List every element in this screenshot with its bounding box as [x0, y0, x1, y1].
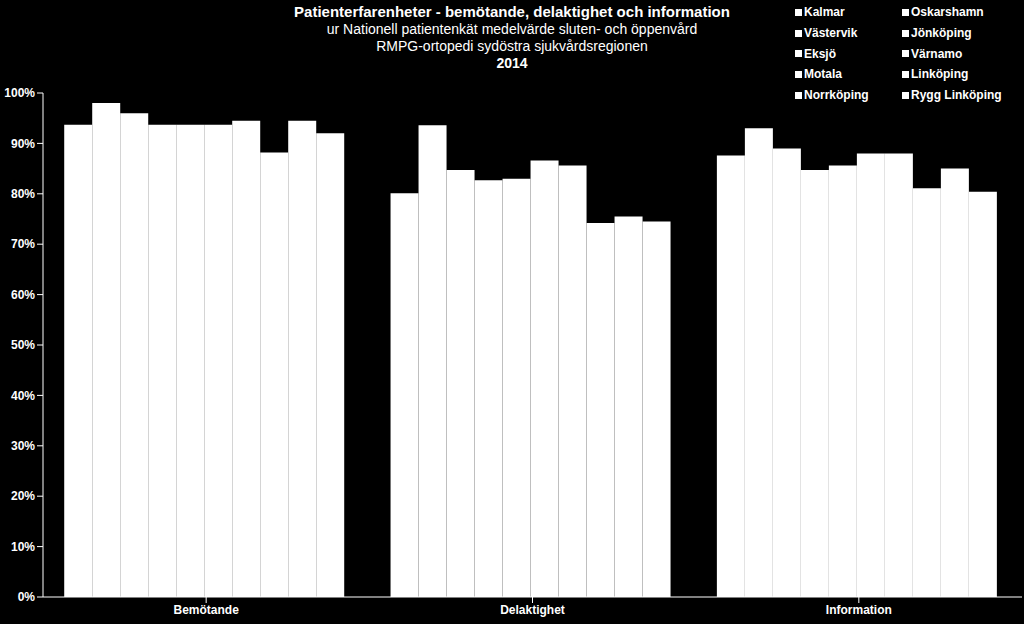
svg-text:Information: Information — [826, 603, 892, 617]
html-text:Eksjö: Eksjö — [804, 46, 836, 61]
svg-text:40%: 40% — [11, 389, 35, 403]
svg-text:60%: 60% — [11, 288, 35, 302]
svg-text:70%: 70% — [11, 237, 35, 251]
html-text:Linköping: Linköping — [911, 67, 969, 82]
html-text:Oskarshamn: Oskarshamn — [911, 5, 984, 20]
html-text:Västervik: Västervik — [804, 26, 858, 40]
svg-text:80%: 80% — [11, 187, 35, 201]
svg-text:20%: 20% — [11, 489, 35, 503]
svg-text:10%: 10% — [11, 540, 35, 554]
html-text:Jönköping: Jönköping — [911, 26, 972, 40]
html-text:Motala: Motala — [804, 67, 842, 82]
html-text:ur Nationell patientenkät mede: ur Nationell patientenkät medelvärde slu… — [326, 21, 698, 37]
html-text:Kalmar: Kalmar — [804, 5, 845, 20]
html-text:Patienterfarenheter - bemötand: Patienterfarenheter - bemötande, delakti… — [294, 3, 730, 20]
html-text:Rygg Linköping: Rygg Linköping — [911, 88, 1002, 103]
svg-text:90%: 90% — [11, 137, 35, 151]
svg-text:100%: 100% — [8, 86, 35, 100]
svg-text:30%: 30% — [11, 439, 35, 453]
html-text:RMPG-ortopedi sydöstra sjukvår: RMPG-ortopedi sydöstra sjukvårdsregionen — [376, 38, 648, 54]
svg-text:Bemötande: Bemötande — [173, 603, 239, 617]
html-text:Värnamo: Värnamo — [911, 46, 963, 61]
svg-text:50%: 50% — [11, 338, 35, 352]
svg-text:0%: 0% — [18, 590, 36, 604]
html-text:Norrköping: Norrköping — [804, 88, 869, 103]
svg-text:Delaktighet: Delaktighet — [500, 603, 565, 617]
html-text:2014: 2014 — [496, 55, 528, 71]
